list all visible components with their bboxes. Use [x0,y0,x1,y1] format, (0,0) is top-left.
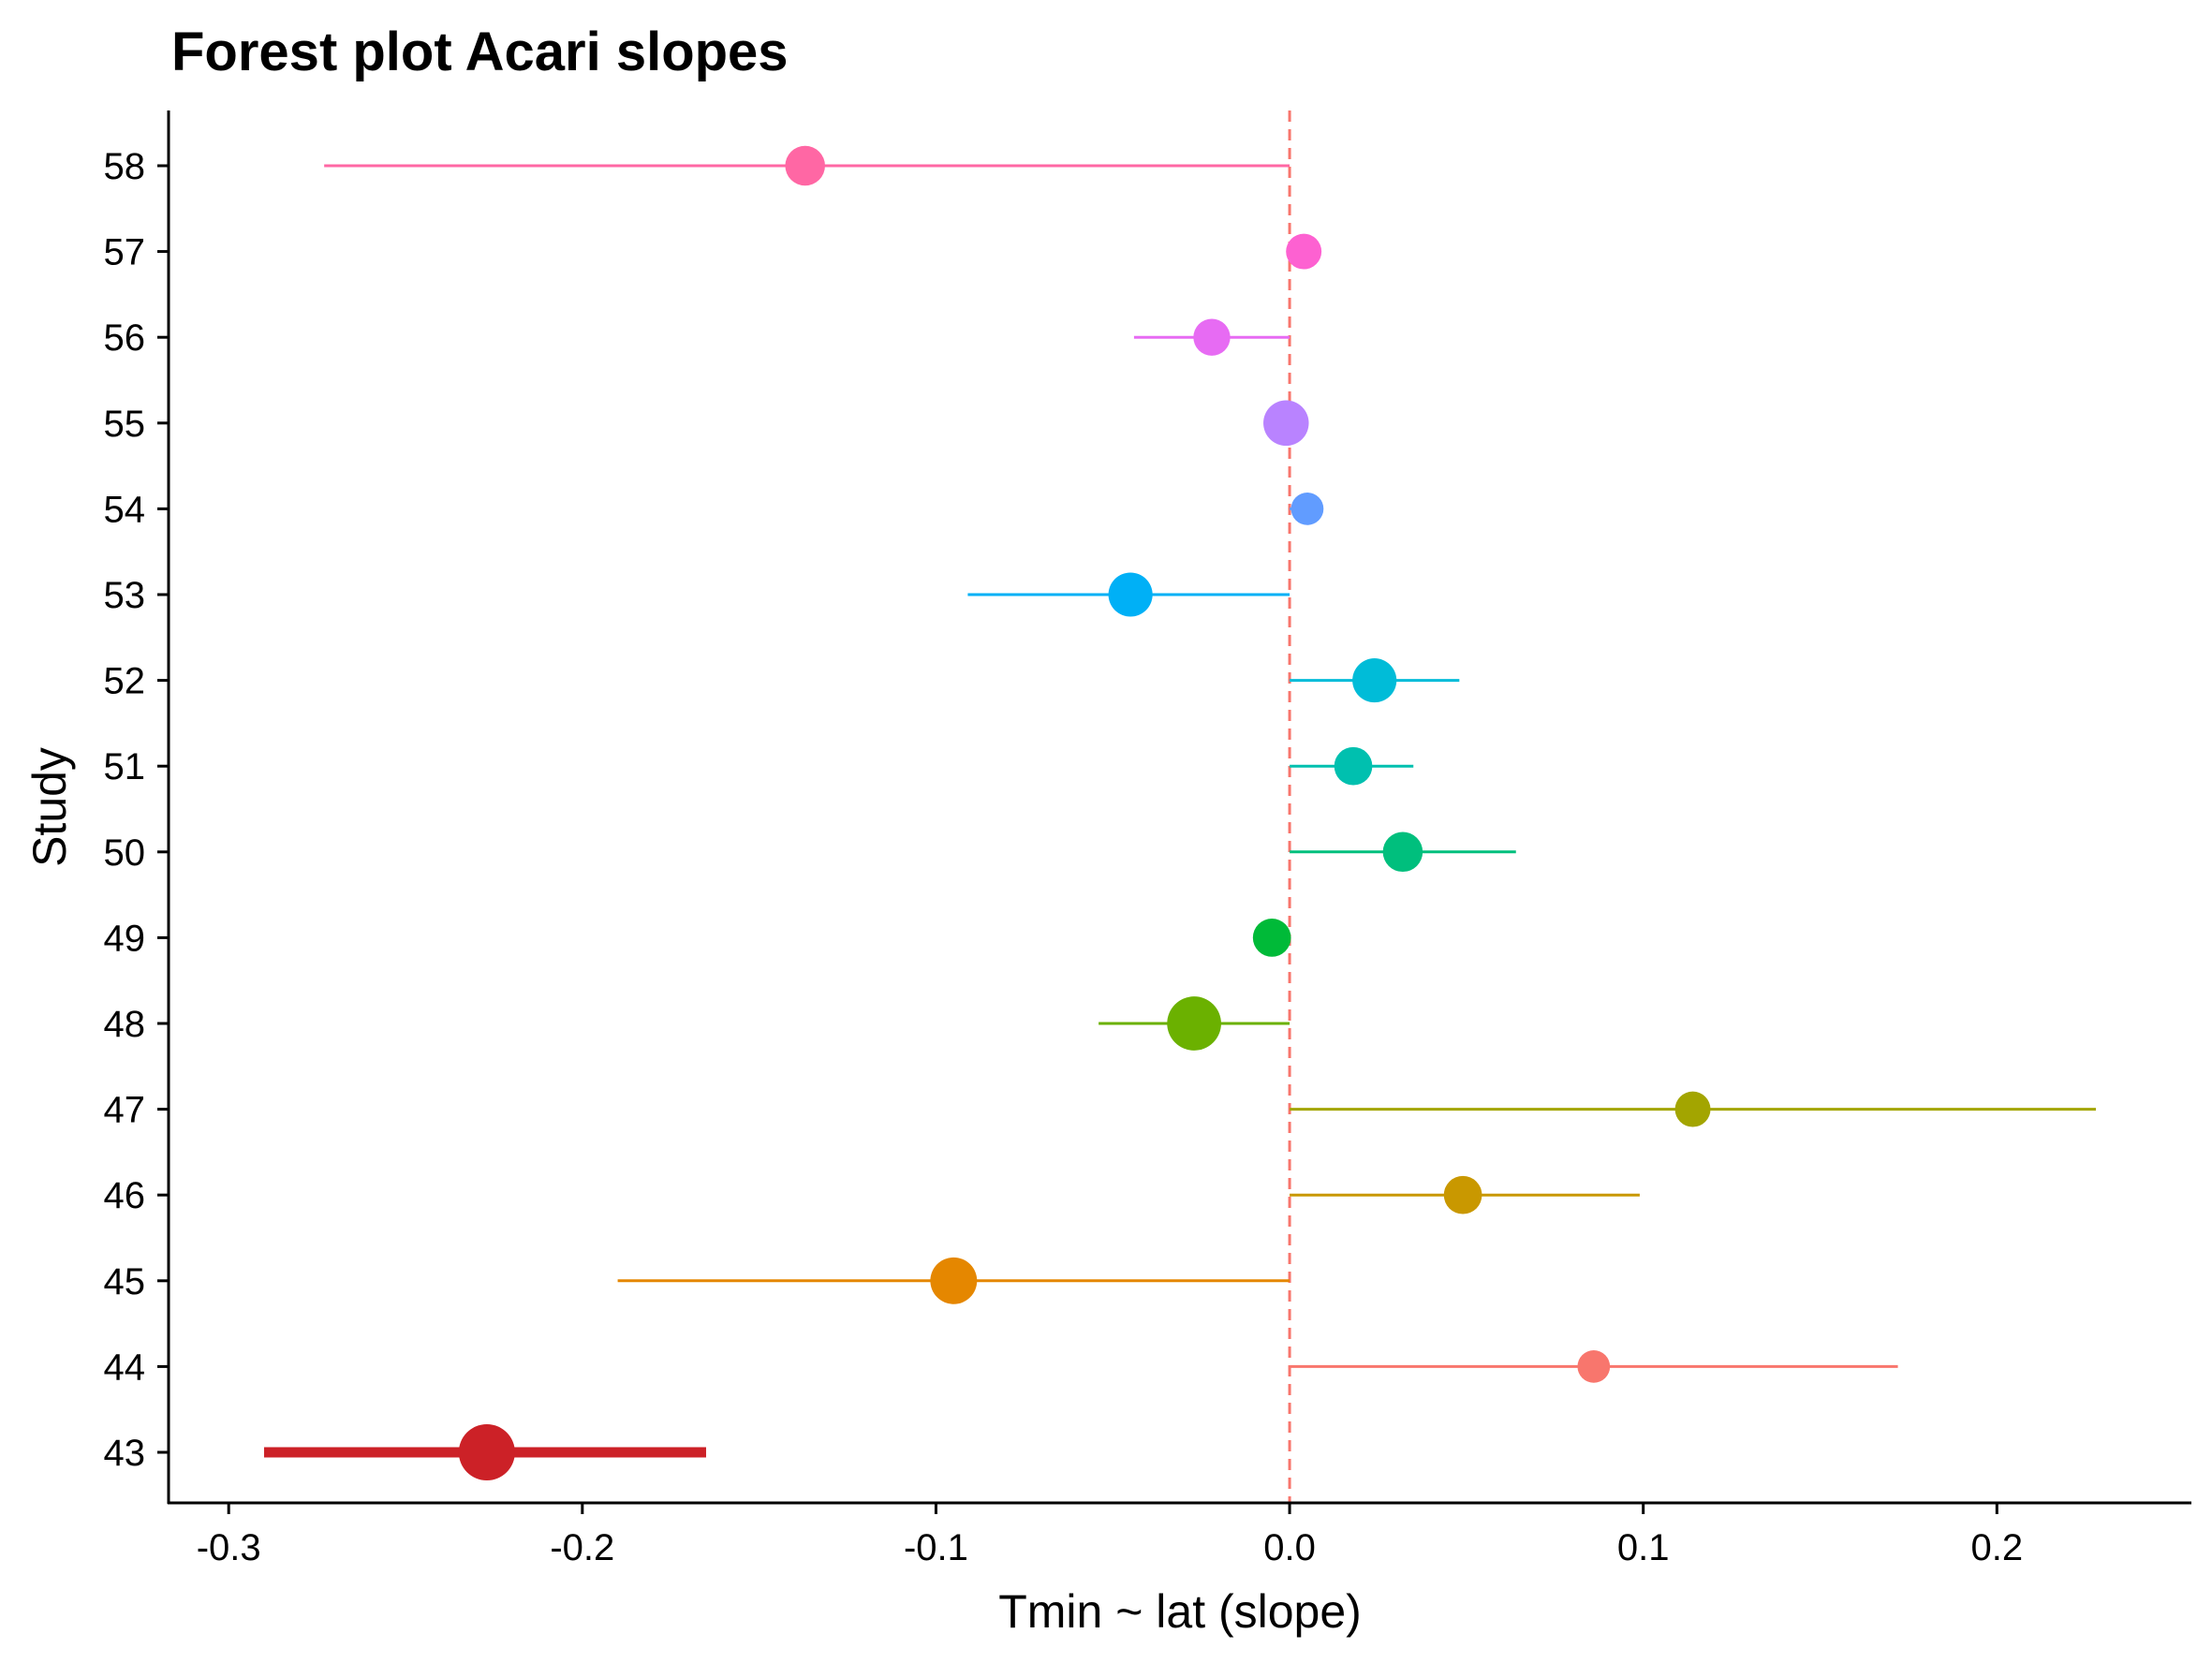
estimate-point-study-58 [785,145,825,186]
y-tick-label: 53 [104,575,146,616]
estimate-point-study-46 [1443,1175,1482,1214]
y-tick-label: 56 [104,317,146,359]
study-44 [1290,1350,1898,1383]
study-54 [1290,493,1324,525]
x-tick-label: -0.3 [197,1527,261,1568]
estimate-point-study-51 [1334,746,1373,786]
estimate-point-study-45 [930,1257,978,1304]
y-tick-label: 45 [104,1261,146,1302]
y-tick-label: 57 [104,232,146,273]
study-53 [967,572,1290,617]
y-tick-label: 54 [104,489,146,530]
x-axis-ticks: -0.3 -0.2 -0.1 0.0 0.1 0.2 [197,1503,2023,1568]
x-axis-title: Tmin ~ lat (slope) [998,1585,1362,1638]
estimate-point-study-55 [1263,400,1309,447]
x-tick-label: 0.0 [1263,1527,1316,1568]
estimate-point-study-49 [1252,919,1291,957]
study-58 [324,145,1290,186]
study-51 [1290,746,1414,786]
y-axis-ticks: 43 44 45 46 47 48 49 50 51 52 53 54 55 56 57 58 [104,146,169,1474]
y-axis-title: Study [23,747,76,867]
study-56 [1133,318,1290,356]
y-tick-label: 49 [104,918,146,959]
y-tick-label: 58 [104,146,146,187]
estimate-point-study-52 [1352,658,1397,703]
study-50 [1290,832,1516,873]
estimate-point-study-43 [458,1424,515,1480]
data-layer [263,110,2097,1503]
study-45 [617,1257,1290,1304]
chart-title: Forest plot Acari slopes [171,22,789,82]
study-46 [1290,1175,1640,1214]
estimate-point-study-54 [1290,493,1324,525]
study-49 [1252,919,1291,957]
estimate-point-study-48 [1167,996,1221,1051]
x-tick-label: -0.1 [904,1527,968,1568]
x-tick-label: 0.2 [1971,1527,2024,1568]
y-tick-label: 46 [104,1175,146,1216]
estimate-point-study-44 [1577,1350,1611,1383]
y-tick-label: 50 [104,832,146,874]
estimate-point-study-50 [1382,832,1423,873]
y-tick-label: 52 [104,661,146,702]
estimate-point-study-47 [1674,1091,1711,1127]
study-52 [1290,658,1460,703]
y-tick-label: 44 [104,1347,146,1388]
y-tick-label: 55 [104,404,146,445]
study-48 [1099,996,1290,1051]
y-tick-label: 47 [104,1090,146,1131]
study-57 [1286,233,1322,270]
study-47 [1290,1091,2097,1127]
y-tick-label: 51 [104,746,146,787]
x-tick-label: 0.1 [1617,1527,1670,1568]
study-43 [263,1424,706,1480]
y-tick-label: 43 [104,1433,146,1474]
x-tick-label: -0.2 [550,1527,614,1568]
estimate-point-study-53 [1108,572,1153,617]
estimate-point-study-57 [1286,233,1322,270]
study-55 [1263,400,1309,447]
estimate-point-study-56 [1193,318,1231,356]
y-tick-label: 48 [104,1004,146,1045]
